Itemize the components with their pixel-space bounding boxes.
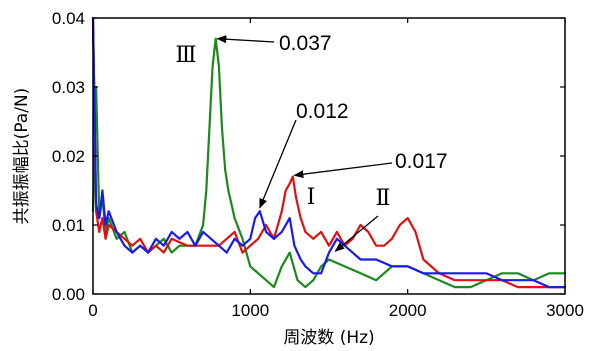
series-line-1 bbox=[91, 37, 567, 289]
y-tick-label: 0.04 bbox=[52, 9, 85, 28]
annotations: 0.037 Ⅲ 0.012 0.017 Ⅰ Ⅱ bbox=[175, 32, 448, 252]
y-tick-label: 0.02 bbox=[52, 147, 85, 166]
series-layer bbox=[91, 16, 567, 289]
axis-ticks: 0 1000 2000 3000 0.00 0.01 0.02 0.03 0.04 bbox=[52, 9, 584, 320]
annotation-arrow bbox=[334, 215, 379, 252]
y-tick-label: 0.00 bbox=[52, 285, 85, 304]
annotation-arrow bbox=[259, 119, 297, 209]
x-tick-label: 2000 bbox=[389, 301, 427, 320]
annotation-mode-label: Ⅱ bbox=[376, 186, 391, 211]
annotation-arrow bbox=[216, 35, 275, 44]
annotation-value: 0.037 bbox=[279, 32, 332, 55]
x-axis-title: 周波数 (Hz) bbox=[283, 328, 374, 348]
series-line-2 bbox=[91, 16, 567, 289]
y-tick-label: 0.03 bbox=[52, 78, 85, 97]
series-line-3 bbox=[91, 16, 567, 289]
x-tick-label: 1000 bbox=[231, 301, 269, 320]
annotation-value: 0.017 bbox=[395, 150, 448, 173]
x-tick-label: 0 bbox=[88, 301, 97, 320]
annotation-arrow bbox=[293, 162, 393, 179]
annotation-mode-label: Ⅰ bbox=[307, 185, 316, 210]
annotation-mode-label: Ⅲ bbox=[175, 43, 196, 68]
x-tick-label: 3000 bbox=[546, 301, 584, 320]
y-tick-label: 0.01 bbox=[52, 216, 85, 235]
y-axis-title: 共振振幅比(Pa/N) bbox=[12, 88, 32, 225]
annotation-value: 0.012 bbox=[296, 100, 349, 123]
